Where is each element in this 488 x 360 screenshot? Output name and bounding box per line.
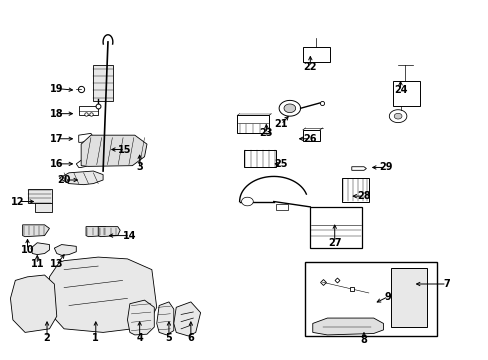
Text: 4: 4 — [136, 333, 143, 343]
Polygon shape — [86, 226, 108, 237]
Text: 21: 21 — [274, 120, 287, 129]
Bar — [93, 65, 113, 101]
Polygon shape — [279, 100, 300, 116]
Bar — [303, 130, 320, 140]
Text: 26: 26 — [303, 134, 316, 144]
Text: 3: 3 — [136, 162, 143, 172]
Bar — [276, 204, 288, 211]
Text: 18: 18 — [50, 109, 63, 119]
Text: 19: 19 — [50, 84, 63, 94]
Polygon shape — [388, 110, 406, 123]
Polygon shape — [312, 318, 383, 335]
Bar — [310, 207, 361, 248]
Polygon shape — [79, 134, 93, 142]
Bar — [35, 203, 52, 212]
Polygon shape — [98, 226, 120, 237]
Text: 7: 7 — [443, 279, 449, 289]
Bar — [27, 189, 52, 203]
Text: 29: 29 — [378, 162, 392, 172]
Text: 6: 6 — [187, 333, 194, 343]
Polygon shape — [76, 160, 91, 167]
Text: 10: 10 — [20, 245, 34, 255]
Polygon shape — [127, 300, 154, 335]
Bar — [390, 268, 427, 327]
Polygon shape — [393, 113, 401, 119]
Text: 16: 16 — [50, 159, 63, 169]
Text: 9: 9 — [384, 292, 391, 302]
Text: 22: 22 — [303, 62, 316, 72]
Bar — [79, 107, 98, 116]
Text: 2: 2 — [43, 333, 50, 343]
Polygon shape — [49, 257, 157, 332]
Polygon shape — [284, 104, 295, 113]
Bar — [341, 178, 368, 202]
Text: 13: 13 — [50, 259, 63, 269]
Text: 25: 25 — [274, 159, 287, 169]
Text: 20: 20 — [57, 175, 71, 185]
Bar — [392, 81, 419, 107]
Text: 27: 27 — [327, 238, 341, 248]
Text: 15: 15 — [118, 144, 131, 154]
Text: 17: 17 — [50, 134, 63, 144]
Polygon shape — [241, 197, 253, 206]
Polygon shape — [59, 171, 103, 185]
Text: 12: 12 — [11, 197, 24, 207]
Text: 1: 1 — [92, 333, 99, 343]
Polygon shape — [10, 275, 57, 332]
Polygon shape — [173, 302, 200, 336]
Text: 23: 23 — [259, 129, 273, 138]
Polygon shape — [31, 243, 49, 255]
Polygon shape — [54, 244, 76, 255]
Polygon shape — [22, 225, 49, 237]
Text: 24: 24 — [393, 85, 407, 95]
Bar — [244, 149, 276, 167]
Bar — [303, 47, 329, 62]
Bar — [237, 116, 268, 134]
Polygon shape — [351, 167, 366, 170]
Bar — [305, 262, 436, 336]
Text: 8: 8 — [360, 334, 366, 345]
Polygon shape — [81, 135, 147, 166]
Text: 11: 11 — [30, 259, 44, 269]
Text: 28: 28 — [356, 191, 370, 201]
Polygon shape — [157, 302, 173, 335]
Text: 14: 14 — [123, 231, 136, 240]
Text: 5: 5 — [165, 333, 172, 343]
